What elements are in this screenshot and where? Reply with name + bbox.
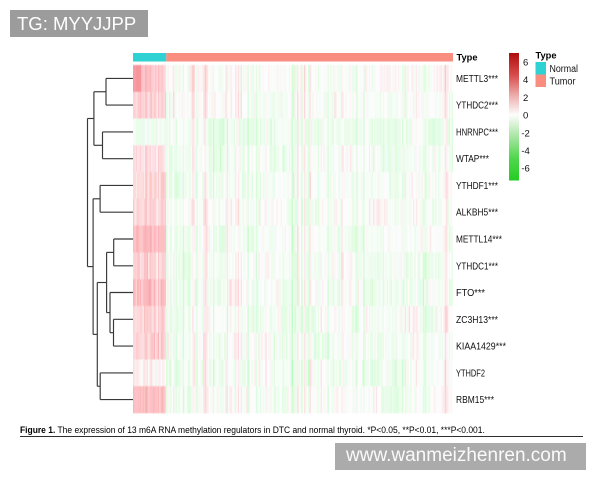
svg-text:KIAA1429***: KIAA1429*** (456, 341, 506, 353)
svg-text:FTO***: FTO*** (456, 287, 485, 299)
svg-text:METTL14***: METTL14*** (456, 234, 502, 246)
svg-text:Normal: Normal (550, 64, 579, 75)
svg-text:YTHDF1***: YTHDF1*** (456, 180, 498, 192)
svg-text:6: 6 (523, 58, 528, 69)
svg-text:4: 4 (523, 75, 528, 86)
svg-text:YTHDC2***: YTHDC2*** (456, 100, 498, 112)
svg-text:YTHDC1***: YTHDC1*** (456, 260, 498, 272)
svg-text:RBM15***: RBM15*** (456, 394, 494, 406)
svg-text:ZC3H13***: ZC3H13*** (456, 314, 498, 326)
svg-text:METTL3***: METTL3*** (456, 73, 498, 85)
svg-text:-6: -6 (521, 164, 529, 175)
svg-text:0: 0 (523, 111, 528, 122)
svg-text:2: 2 (523, 93, 528, 104)
svg-text:HNRNPC***: HNRNPC*** (456, 126, 498, 138)
svg-text:Type: Type (536, 51, 557, 62)
svg-text:-4: -4 (521, 146, 529, 157)
svg-text:Tumor: Tumor (550, 76, 577, 87)
svg-text:Type: Type (457, 53, 478, 64)
svg-text:YTHDF2: YTHDF2 (456, 367, 485, 379)
svg-text:-2: -2 (521, 128, 529, 139)
svg-text:ALKBH5***: ALKBH5*** (456, 207, 498, 219)
svg-text:WTAP***: WTAP*** (456, 153, 489, 165)
